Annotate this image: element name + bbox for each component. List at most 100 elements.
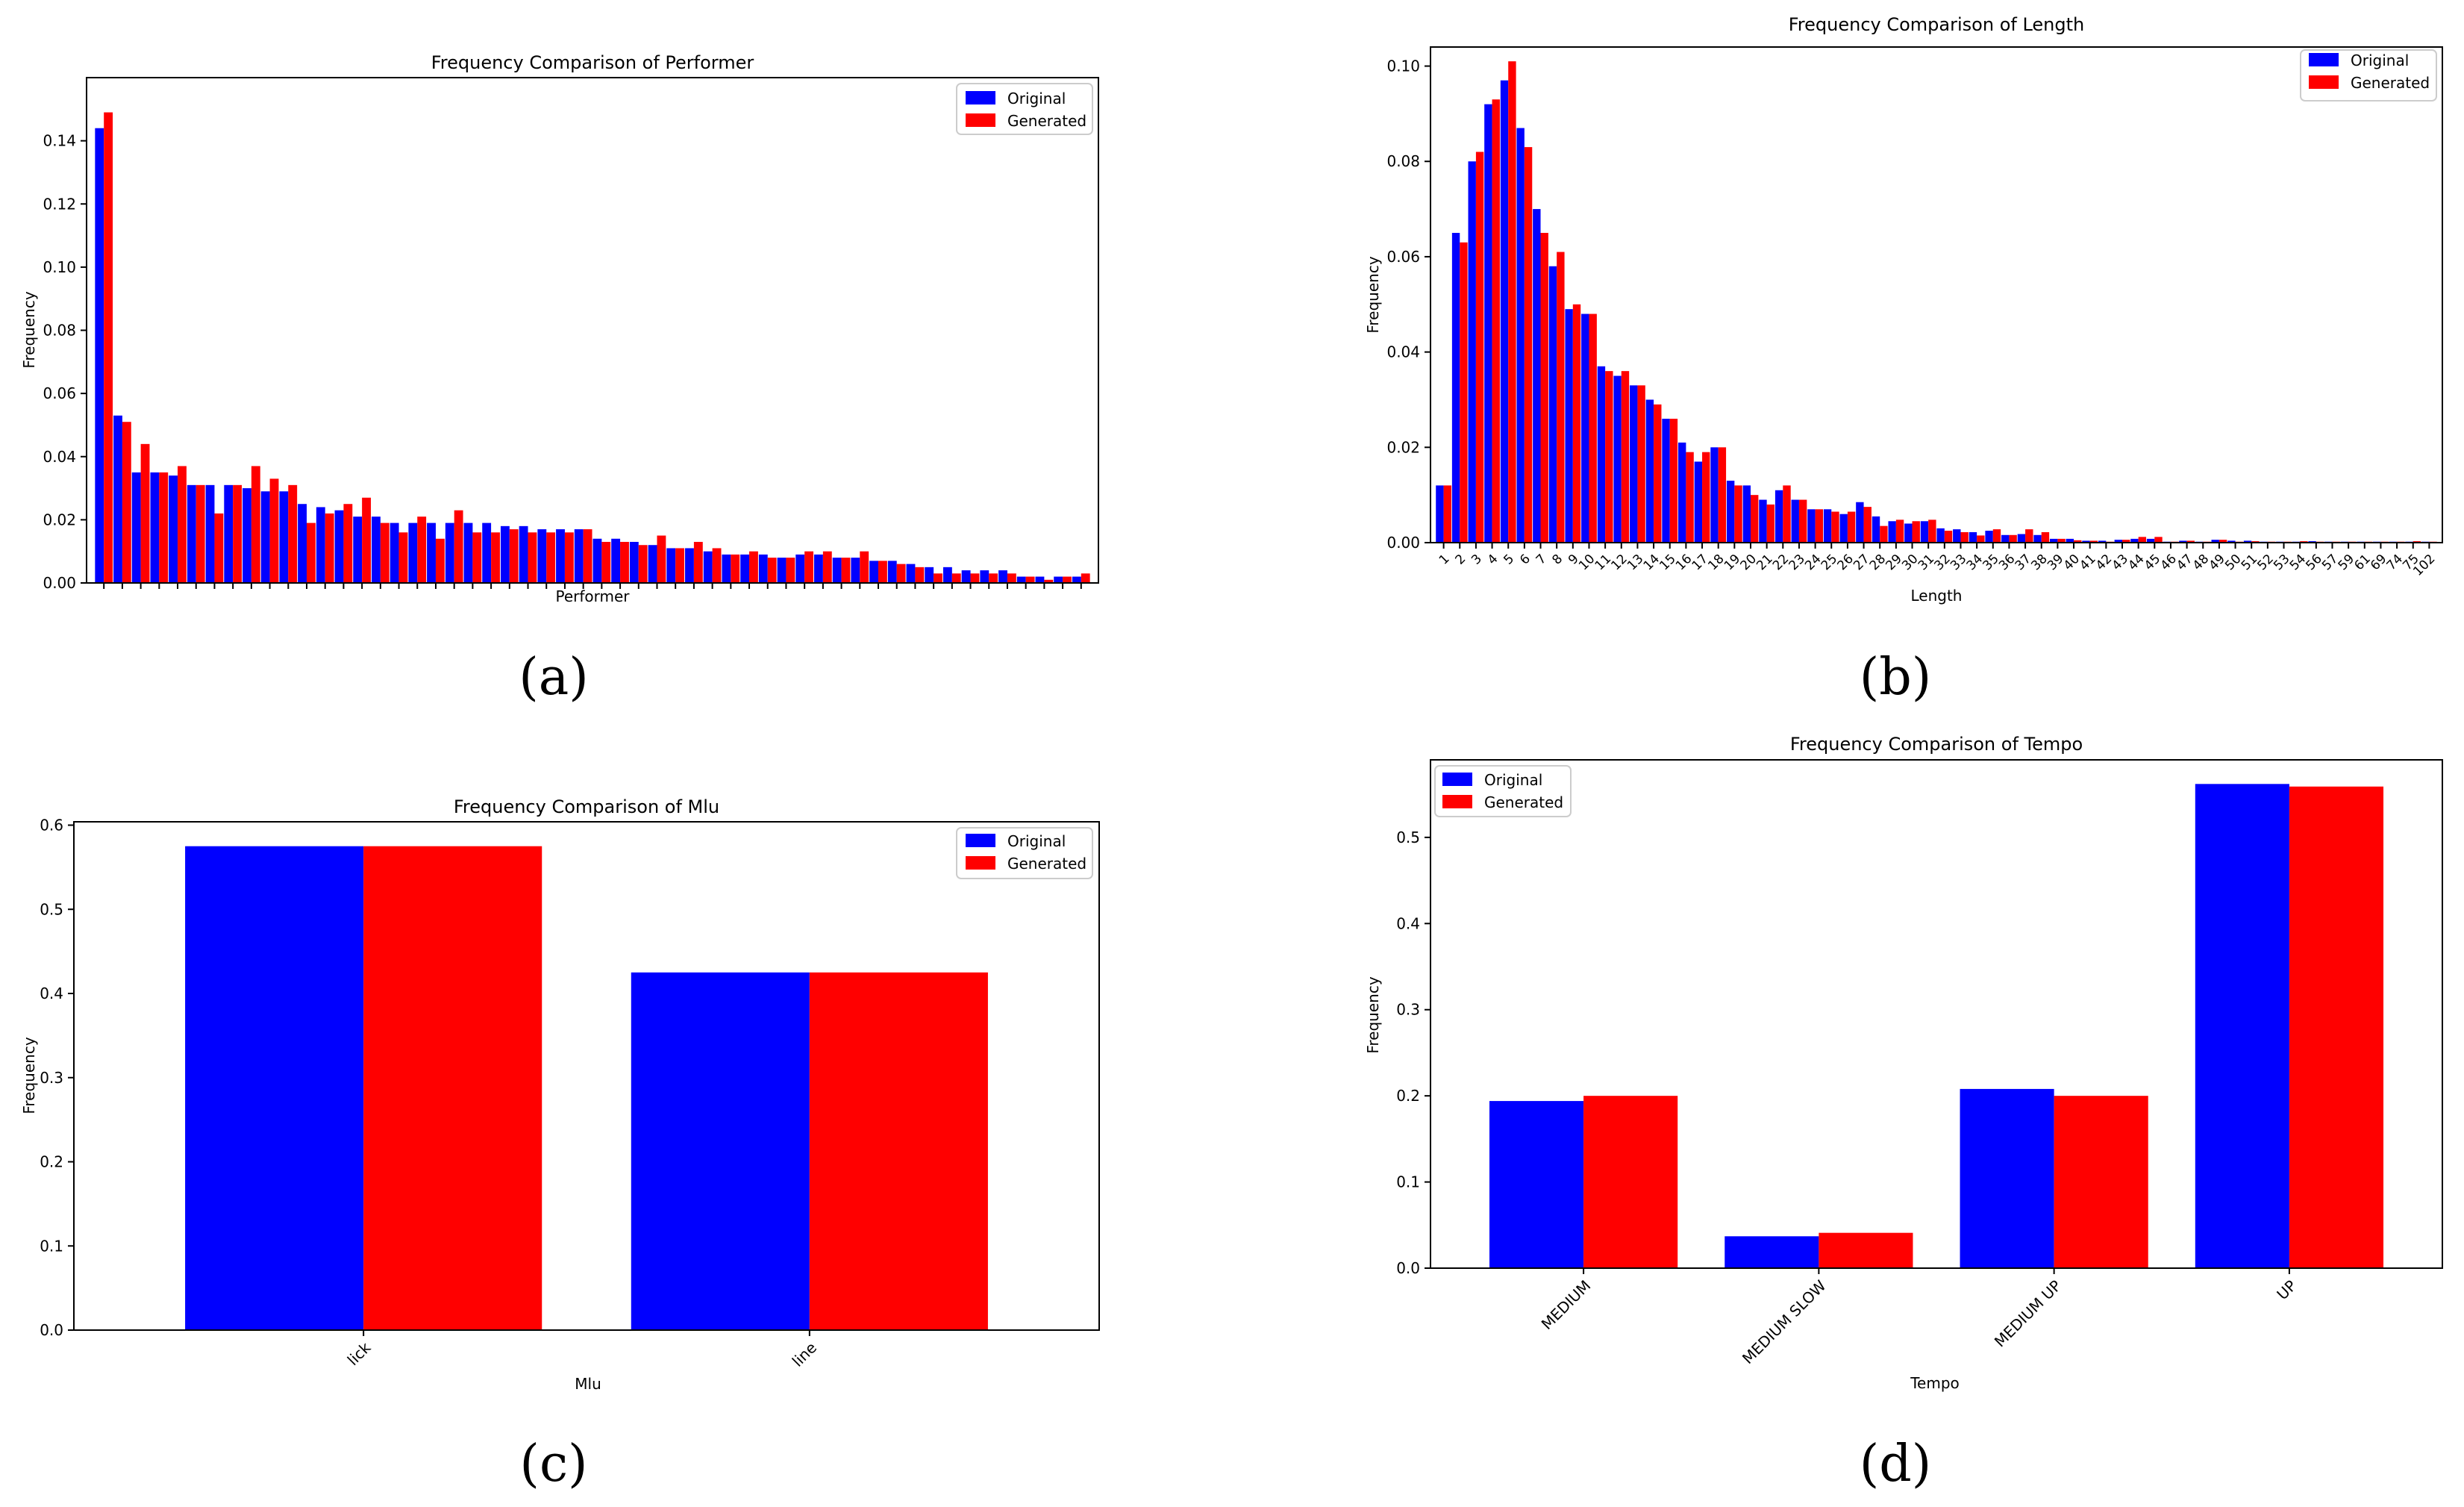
bar-generated-3 xyxy=(2289,786,2384,1268)
bar-original-43 xyxy=(887,561,897,583)
bar-original-33 xyxy=(1969,531,1977,543)
bar-original-12 xyxy=(316,507,325,583)
bar-generated-14 xyxy=(1669,419,1678,543)
bar-generated-27 xyxy=(601,541,611,583)
bar-original-21 xyxy=(1774,490,1783,543)
bar-generated-25 xyxy=(564,532,574,583)
bar-original-19 xyxy=(445,522,454,583)
bar-generated-7 xyxy=(1557,252,1565,543)
bar-original-49 xyxy=(998,570,1007,583)
bar-generated-22 xyxy=(1798,499,1807,543)
ytick-label: 0.3 xyxy=(40,1069,63,1087)
bar-generated-5 xyxy=(1524,147,1533,543)
bar-original-6 xyxy=(205,484,215,583)
ytick-label: 0.0 xyxy=(40,1321,63,1339)
chart-b-bars xyxy=(1436,61,2437,543)
bar-original-22 xyxy=(500,525,510,583)
bar-generated-37 xyxy=(786,558,795,583)
bar-original-50 xyxy=(2243,540,2252,543)
bar-generated-11 xyxy=(307,522,316,583)
chart-a-xlabel: Performer xyxy=(555,587,630,605)
bar-original-35 xyxy=(2001,534,2010,543)
bar-generated-35 xyxy=(749,551,758,583)
bar-original-34 xyxy=(722,554,731,583)
bar-generated-28 xyxy=(620,541,629,583)
bar-original-35 xyxy=(740,554,750,583)
bar-original-5 xyxy=(187,484,196,583)
bar-generated-4 xyxy=(178,466,187,583)
ytick-label: 0.14 xyxy=(43,132,76,150)
chart-b-title: Frequency Comparison of Length xyxy=(1789,14,2084,35)
bar-generated-38 xyxy=(804,551,814,583)
bar-original-9 xyxy=(260,491,270,583)
bar-generated-16 xyxy=(398,532,408,583)
bar-generated-18 xyxy=(1734,485,1742,543)
bar-original-31 xyxy=(1936,528,1945,543)
chart-b-xlabel: Length xyxy=(1911,587,1963,605)
bar-original-31 xyxy=(666,548,676,583)
bar-original-1 xyxy=(1451,233,1460,543)
bar-generated-0 xyxy=(1443,485,1451,543)
bar-generated-1 xyxy=(1460,242,1468,543)
bar-generated-47 xyxy=(970,573,980,583)
bar-generated-11 xyxy=(1621,371,1630,543)
bar-generated-2 xyxy=(1475,152,1484,543)
bar-generated-43 xyxy=(896,564,906,583)
bar-original-3 xyxy=(1484,104,1492,543)
bar-original-10 xyxy=(1597,366,1606,543)
bar-original-8 xyxy=(243,488,251,583)
bar-original-37 xyxy=(777,558,787,583)
bar-generated-34 xyxy=(731,554,740,583)
bar-original-5 xyxy=(1516,128,1525,543)
ytick-label: 0.12 xyxy=(43,195,76,213)
bar-original-1 xyxy=(1725,1236,1819,1268)
bar-original-34 xyxy=(1985,531,1993,543)
ytick-label: 0.5 xyxy=(40,900,63,918)
bar-original-29 xyxy=(629,541,639,583)
bar-original-4 xyxy=(1500,80,1509,543)
legend-original-swatch xyxy=(966,91,995,104)
bar-generated-32 xyxy=(1960,531,1969,543)
chart-c-title: Frequency Comparison of Mlu xyxy=(454,796,719,817)
bar-original-23 xyxy=(519,525,528,583)
bar-generated-8 xyxy=(1572,304,1581,543)
bar-original-17 xyxy=(408,522,418,583)
bar-original-39 xyxy=(814,554,823,583)
panel-c: 0.00.10.20.30.40.50.6 lick line Frequency… xyxy=(20,796,1100,1494)
bar-generated-3 xyxy=(159,472,169,583)
bar-generated-52 xyxy=(1063,576,1072,583)
chart-b-ylabel: Frequency xyxy=(1364,256,1382,333)
bar-original-0 xyxy=(1489,1101,1584,1268)
bar-original-11 xyxy=(298,504,307,583)
bar-original-26 xyxy=(574,529,584,583)
bar-generated-33 xyxy=(1977,535,1985,543)
bar-generated-19 xyxy=(454,510,463,583)
bar-original-3 xyxy=(150,472,160,583)
bar-generated-0 xyxy=(363,846,542,1330)
ytick-label: 0.4 xyxy=(40,985,63,1002)
bar-generated-49 xyxy=(1007,573,1016,583)
chart-b-plot-frame xyxy=(1430,46,2443,543)
bar-original-42 xyxy=(869,561,878,583)
bar-original-49 xyxy=(2227,540,2236,543)
bar-original-26 xyxy=(1856,502,1864,543)
bar-generated-33 xyxy=(712,548,722,583)
bar-original-39 xyxy=(2066,538,2074,543)
legend-generated-label: Generated xyxy=(1484,793,1563,811)
bar-original-14 xyxy=(353,517,363,583)
bar-original-52 xyxy=(1054,576,1063,583)
bar-original-28 xyxy=(611,538,621,583)
bar-generated-39 xyxy=(822,551,832,583)
chart-a-xticks xyxy=(103,583,1082,589)
bar-generated-1 xyxy=(809,972,988,1330)
bar-generated-14 xyxy=(362,497,371,583)
bar-generated-31 xyxy=(1944,531,1953,543)
bar-original-15 xyxy=(1678,442,1686,543)
bar-generated-41 xyxy=(860,551,869,583)
bar-generated-15 xyxy=(1686,452,1694,543)
bar-original-1 xyxy=(631,972,810,1330)
bar-generated-18 xyxy=(435,538,445,583)
bar-generated-12 xyxy=(1637,385,1645,543)
caption-d: (d) xyxy=(1860,1435,1932,1494)
chart-a-legend: Original Generated xyxy=(956,83,1093,135)
